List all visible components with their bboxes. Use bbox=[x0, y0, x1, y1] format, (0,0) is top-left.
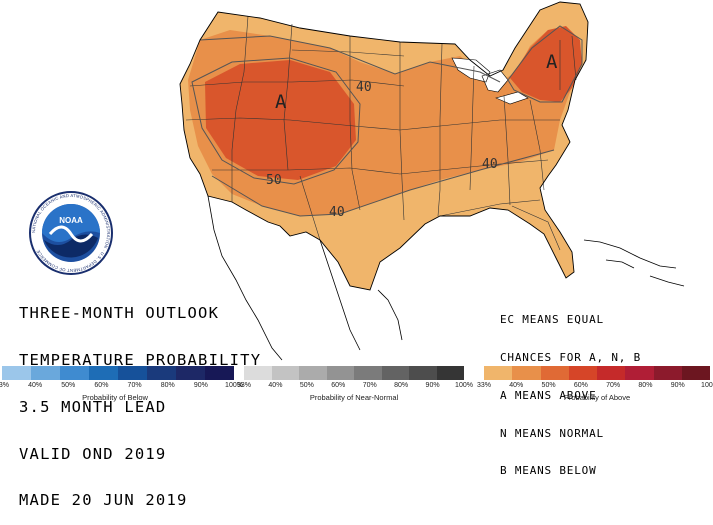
scale-below-swatch bbox=[2, 366, 31, 380]
noaa-logo: NOAA NATIONAL OCEANIC AND ATMOSPHERIC AD… bbox=[29, 191, 113, 275]
scale-normal-swatch bbox=[409, 366, 437, 380]
scale-below-tick: 40% bbox=[28, 382, 43, 389]
scale-normal-swatch bbox=[326, 366, 354, 380]
contour-label-40-east: 40 bbox=[482, 157, 498, 172]
key-line-4: N MEANS NORMAL bbox=[500, 426, 604, 440]
noaa-wordmark: NOAA bbox=[59, 216, 83, 225]
scale-normal bbox=[244, 366, 464, 380]
scale-below-swatch bbox=[89, 366, 118, 380]
scale-above-tick: 40% bbox=[509, 382, 524, 389]
category-letter-west: A bbox=[275, 91, 287, 113]
scale-below-tick: 70% bbox=[127, 382, 142, 389]
scale-above-swatch bbox=[625, 366, 654, 380]
scale-above-tick: 60% bbox=[573, 382, 588, 389]
contour-label-40-south: 40 bbox=[329, 205, 345, 220]
category-letter-northeast: A bbox=[546, 51, 558, 73]
scale-label-normal: Probability of Near-Normal bbox=[309, 393, 399, 402]
scale-below-tick: 50% bbox=[61, 382, 76, 389]
scale-below-swatch bbox=[118, 366, 147, 380]
scale-normal-swatch bbox=[299, 366, 327, 380]
scale-above-tick: 90% bbox=[670, 382, 685, 389]
neighbor-coastlines bbox=[207, 195, 685, 361]
above-50-northeast-region bbox=[510, 26, 582, 102]
scale-above-tick: 70% bbox=[606, 382, 621, 389]
key-line-5: B MEANS BELOW bbox=[500, 464, 597, 478]
scale-below-tick: 90% bbox=[193, 382, 208, 389]
contour-lines bbox=[191, 25, 583, 217]
outlook-map: 40 50 40 40 A A bbox=[179, 1, 685, 361]
scale-normal-swatch bbox=[244, 366, 272, 380]
scale-above-tick: 33% bbox=[476, 382, 492, 389]
scale-normal-tick: 33% bbox=[236, 382, 252, 389]
scale-below-tick: 33% bbox=[0, 382, 10, 389]
title-line-1: THREE-MONTH OUTLOOK bbox=[19, 304, 220, 323]
scale-above-tick: 100% bbox=[701, 382, 713, 389]
scale-normal-tick: 90% bbox=[425, 382, 440, 389]
scale-below-tick: 100% bbox=[225, 382, 243, 389]
ticks-below: 33% 40% 50% 60% 70% 80% 90% 100% bbox=[0, 382, 243, 392]
scale-above-swatch bbox=[540, 366, 569, 380]
title-line-5: MADE 20 JUN 2019 bbox=[19, 491, 188, 510]
above-50-west-region bbox=[205, 60, 356, 180]
scale-normal-swatch bbox=[271, 366, 299, 380]
scale-below-swatch bbox=[147, 366, 176, 380]
title-line-3: 3.5 MONTH LEAD bbox=[19, 397, 167, 416]
scale-normal-tick: 60% bbox=[331, 382, 346, 389]
scale-normal-swatch bbox=[436, 366, 464, 380]
ticks-normal: 33% 40% 50% 60% 70% 80% 90% 100% bbox=[237, 382, 473, 392]
scale-normal-tick: 70% bbox=[362, 382, 377, 389]
scale-normal-tick: 100% bbox=[455, 382, 473, 389]
scale-above-tick: 80% bbox=[638, 382, 653, 389]
coastline bbox=[179, 1, 589, 291]
scale-normal-swatch bbox=[381, 366, 409, 380]
scale-below-swatch bbox=[60, 366, 89, 380]
scale-normal-tick: 80% bbox=[394, 382, 409, 389]
ticks-above: 33% 40% 50% 60% 70% 80% 90% 100% bbox=[477, 382, 713, 392]
state-borders bbox=[185, 11, 577, 251]
contour-label-50: 50 bbox=[266, 173, 282, 188]
scale-below-tick: 60% bbox=[94, 382, 109, 389]
scale-above-swatch bbox=[681, 366, 710, 380]
scale-below bbox=[2, 366, 234, 380]
key-line-3: A MEANS ABOVE bbox=[500, 388, 597, 402]
scale-above bbox=[484, 366, 710, 380]
scale-above-swatch bbox=[568, 366, 597, 380]
contour-label-40-north: 40 bbox=[356, 80, 372, 95]
scale-label-above: Probability of Above bbox=[563, 393, 631, 402]
scale-normal-tick: 50% bbox=[299, 382, 314, 389]
scale-below-swatch bbox=[205, 366, 234, 380]
scale-below-swatch bbox=[31, 366, 60, 380]
scale-above-swatch bbox=[653, 366, 682, 380]
title-line-2: TEMPERATURE PROBABILITY bbox=[19, 350, 262, 369]
title-line-4: VALID OND 2019 bbox=[19, 444, 167, 463]
scale-above-swatch bbox=[597, 366, 626, 380]
great-lakes bbox=[451, 57, 529, 105]
key-line-1: EC MEANS EQUAL bbox=[500, 313, 604, 327]
scale-label-below: Probability of Below bbox=[82, 393, 148, 402]
scale-above-swatch bbox=[484, 366, 513, 380]
key-line-2: CHANCES FOR A, N, B bbox=[500, 350, 642, 364]
scale-below-tick: 80% bbox=[160, 382, 175, 389]
scale-above-swatch bbox=[512, 366, 541, 380]
scale-normal-tick: 40% bbox=[268, 382, 283, 389]
scale-above-tick: 50% bbox=[541, 382, 556, 389]
scale-below-swatch bbox=[176, 366, 205, 380]
scale-normal-swatch bbox=[354, 366, 382, 380]
